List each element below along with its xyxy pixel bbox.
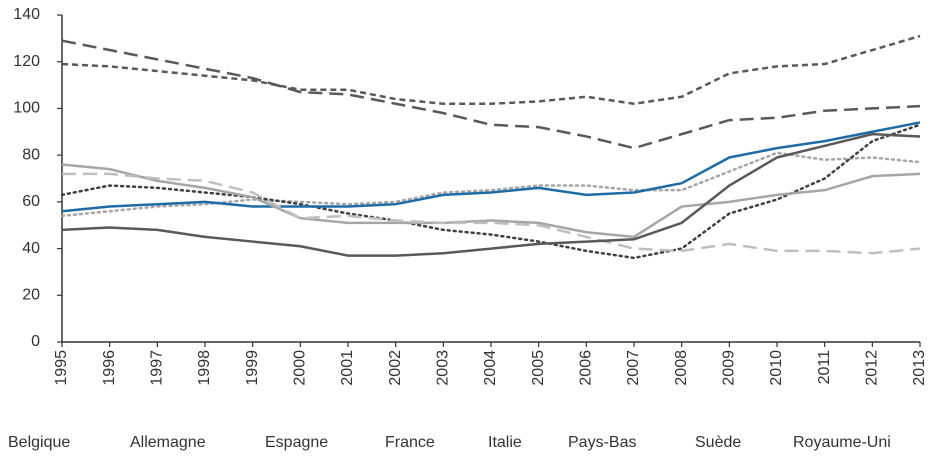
legend-label: France bbox=[385, 434, 435, 451]
series-line bbox=[60, 123, 922, 260]
series-line bbox=[60, 151, 922, 218]
x-tick-label: 2005 bbox=[530, 350, 547, 386]
series-line bbox=[62, 172, 921, 255]
series-line bbox=[61, 34, 921, 106]
y-tick-label: 80 bbox=[22, 146, 40, 163]
x-tick-label: 2002 bbox=[387, 350, 404, 386]
y-tick-label: 0 bbox=[31, 333, 40, 350]
x-tick-label: 2007 bbox=[625, 350, 642, 386]
x-tick-label: 2000 bbox=[292, 350, 309, 386]
y-tick-label: 60 bbox=[22, 193, 40, 210]
legend-label: Belgique bbox=[8, 434, 70, 451]
y-tick-label: 20 bbox=[22, 287, 40, 304]
x-tick-label: 2012 bbox=[864, 350, 881, 386]
legend-label: Suède bbox=[695, 434, 741, 451]
x-tick-label: 1998 bbox=[196, 350, 213, 386]
x-tick-label: 2009 bbox=[721, 350, 738, 386]
x-tick-label: 1997 bbox=[149, 350, 166, 386]
x-tick-label: 2010 bbox=[768, 350, 785, 386]
series-line bbox=[61, 163, 921, 239]
legend-label: Italie bbox=[488, 434, 522, 451]
series-line bbox=[61, 39, 921, 150]
legend-label: Allemagne bbox=[130, 434, 206, 451]
x-tick-label: 2008 bbox=[673, 350, 690, 386]
x-tick-label: 2011 bbox=[816, 350, 833, 385]
y-tick-label: 40 bbox=[22, 240, 40, 257]
x-tick-label: 2001 bbox=[339, 350, 356, 386]
legend-label: Espagne bbox=[265, 434, 328, 451]
x-tick-label: 2003 bbox=[435, 350, 452, 386]
series-line bbox=[61, 132, 921, 257]
legend-label: Pays-Bas bbox=[568, 434, 636, 451]
y-tick-label: 140 bbox=[13, 6, 40, 23]
x-tick-label: 1996 bbox=[101, 350, 118, 386]
x-tick-label: 2004 bbox=[482, 350, 499, 386]
x-tick-label: 1999 bbox=[244, 350, 261, 386]
legend-label: Royaume-Uni bbox=[793, 434, 891, 451]
series-line bbox=[61, 121, 921, 213]
x-tick-label: 1995 bbox=[53, 350, 70, 386]
y-tick-label: 100 bbox=[13, 100, 40, 117]
x-tick-label: 2013 bbox=[911, 350, 928, 386]
y-tick-label: 120 bbox=[13, 53, 40, 70]
x-tick-label: 2006 bbox=[578, 350, 595, 386]
